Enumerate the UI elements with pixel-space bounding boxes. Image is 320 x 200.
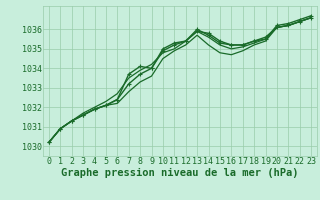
X-axis label: Graphe pression niveau de la mer (hPa): Graphe pression niveau de la mer (hPa) (61, 168, 299, 178)
